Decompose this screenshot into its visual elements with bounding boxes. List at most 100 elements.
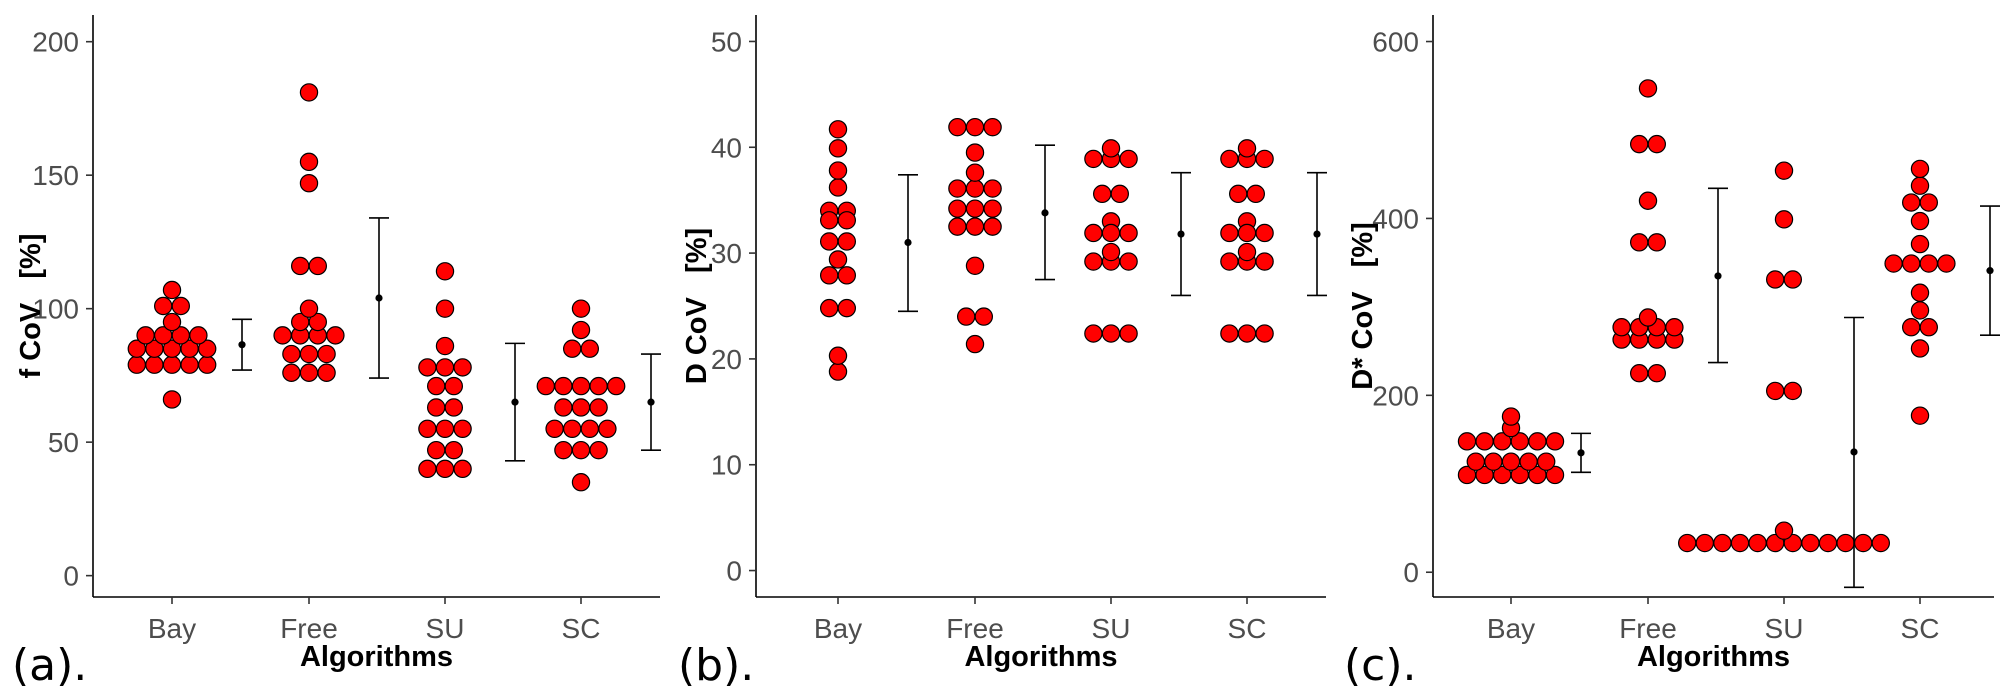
- data-point: [444, 376, 463, 396]
- chart-panel-2: 0 10 20 30 40 50 Bay Free SU SC Algorithms D CoV [%…: [678, 15, 1327, 691]
- data-point: [127, 355, 146, 374]
- data-point: [1730, 533, 1750, 553]
- data-point: [828, 120, 848, 139]
- data-point: [435, 262, 455, 281]
- data-point: [1457, 432, 1477, 451]
- data-point: [1818, 533, 1838, 553]
- x-tick-label: Free: [280, 613, 338, 644]
- error-bar-bay: [898, 173, 918, 313]
- data-point: [1647, 364, 1666, 383]
- data-point: [598, 419, 617, 439]
- y-tick-label: 30: [711, 238, 742, 269]
- mean-point: [511, 398, 519, 406]
- y-tick-label: 0: [1403, 557, 1419, 588]
- data-point: [1910, 339, 1930, 358]
- x-tick-label: Free: [1619, 613, 1677, 644]
- data-point: [948, 217, 967, 236]
- data-point: [1766, 270, 1785, 289]
- data-point: [607, 376, 626, 396]
- data-point: [1119, 223, 1138, 243]
- data-point: [819, 266, 839, 285]
- mean-point: [1041, 209, 1049, 217]
- data-point: [965, 199, 985, 218]
- data-point: [554, 398, 573, 417]
- data-point: [563, 339, 582, 358]
- data-point: [427, 440, 446, 460]
- data-point: [1612, 318, 1631, 337]
- mean-point: [375, 294, 383, 302]
- data-point: [837, 232, 856, 251]
- data-point: [1255, 149, 1274, 169]
- y-tick-label: 600: [1372, 27, 1419, 58]
- data-point: [1101, 324, 1121, 343]
- data-point: [162, 390, 182, 409]
- y-axis-title: D CoV [%]: [681, 228, 713, 384]
- data-point: [453, 459, 472, 479]
- y-tick-label: 400: [1372, 203, 1419, 234]
- data-point: [418, 358, 437, 377]
- y-tick-label: 50: [711, 26, 742, 57]
- data-point: [1237, 324, 1257, 343]
- y-tick-label: 200: [32, 27, 79, 58]
- data-point: [282, 344, 301, 364]
- data-point: [1237, 242, 1257, 262]
- data-point: [1630, 233, 1649, 252]
- data-point: [819, 298, 839, 318]
- panel-label: (c).: [1344, 640, 1417, 691]
- error-bar-free: [1708, 187, 1728, 364]
- y-axis-title: D* CoV [%]: [1347, 222, 1379, 390]
- data-point: [837, 266, 856, 285]
- x-tick-label: SC: [562, 613, 601, 644]
- data-point: [580, 419, 600, 439]
- y-tick-label: 20: [711, 344, 742, 375]
- data-point: [453, 358, 472, 377]
- data-point: [197, 355, 217, 374]
- data-point: [1110, 184, 1129, 204]
- x-axis-title: Algorithms: [1637, 641, 1790, 673]
- x-axis-title: Algorithms: [300, 641, 453, 673]
- data-point: [571, 320, 591, 340]
- data-point: [171, 296, 190, 316]
- data-point: [1484, 452, 1503, 471]
- data-point: [1783, 381, 1802, 401]
- data-point: [308, 256, 327, 276]
- data-point: [145, 355, 164, 374]
- data-point: [291, 256, 310, 276]
- data-point: [828, 178, 848, 197]
- x-tick-label: Bay: [148, 613, 196, 644]
- data-point: [418, 459, 437, 479]
- error-bar-bay: [232, 318, 252, 371]
- data-point: [1910, 283, 1930, 302]
- data-point: [444, 440, 463, 460]
- chart-panel-3: 0 200 400 600 Bay Free SU SC Algorithms D* CoV [%…: [1344, 15, 2000, 691]
- data-point: [1774, 210, 1794, 229]
- y-tick-label: 40: [711, 132, 742, 163]
- y-axis-title: f CoV [%]: [15, 234, 47, 379]
- mean-point: [1714, 272, 1722, 280]
- data-point: [1910, 406, 1930, 425]
- error-bar-free: [1035, 144, 1055, 281]
- data-point: [1713, 533, 1732, 553]
- data-point: [1766, 381, 1785, 401]
- data-point: [965, 334, 985, 354]
- data-point: [427, 376, 446, 396]
- data-point: [162, 280, 182, 300]
- data-point: [282, 363, 301, 382]
- data-point: [554, 440, 573, 460]
- point-group-free: [273, 83, 345, 382]
- y-tick-label: 50: [48, 427, 79, 458]
- data-point: [589, 376, 608, 396]
- data-point: [828, 362, 848, 381]
- x-tick-label: Bay: [1487, 613, 1535, 644]
- data-point: [435, 419, 455, 439]
- data-point: [1220, 252, 1239, 271]
- data-point: [1237, 139, 1257, 158]
- data-point: [1884, 254, 1903, 273]
- x-tick-label: SU: [426, 613, 465, 644]
- data-point: [1665, 318, 1684, 337]
- data-point: [974, 307, 993, 326]
- data-point: [273, 326, 292, 345]
- data-point: [1638, 308, 1658, 327]
- error-bar-su: [1171, 171, 1191, 297]
- x-tick-label: SU: [1092, 613, 1131, 644]
